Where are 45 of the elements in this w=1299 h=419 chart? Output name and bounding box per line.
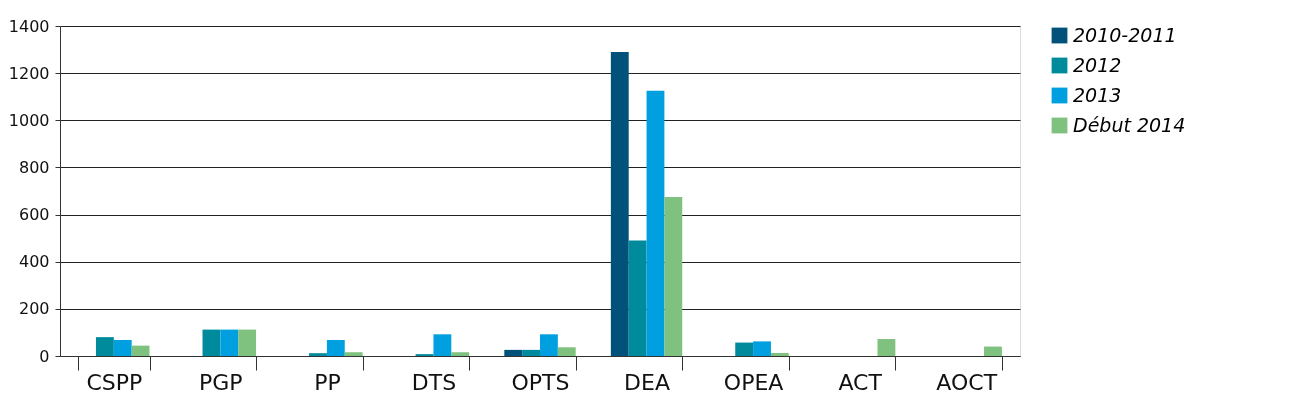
legend-label: 2012 — [1073, 53, 1122, 76]
bar — [610, 51, 629, 356]
bar — [238, 329, 257, 356]
bar — [628, 240, 647, 356]
bar — [433, 334, 452, 356]
bar — [113, 339, 132, 356]
x-tick-label: DEA — [624, 369, 670, 395]
y-tick-label: 800 — [18, 157, 50, 177]
bar — [522, 349, 540, 356]
bar — [770, 352, 789, 356]
bar — [984, 346, 1002, 356]
x-tick-label: DTS — [411, 369, 457, 395]
bar — [202, 329, 221, 356]
x-tick-label: PGP — [199, 369, 243, 395]
bar — [664, 196, 683, 356]
bar — [735, 342, 754, 356]
bar — [451, 352, 470, 356]
legend-label: 2013 — [1073, 83, 1122, 106]
legend-label: 2010-2011 — [1073, 23, 1177, 46]
bar — [344, 352, 363, 356]
y-tick-label: 1000 — [8, 110, 50, 130]
bar — [504, 349, 523, 356]
y-tick-label: 0 — [39, 346, 50, 366]
x-tick-label: PP — [314, 369, 341, 395]
x-tick-label: ACT — [838, 369, 883, 395]
y-tick-label: 1400 — [8, 16, 50, 36]
y-tick-label: 600 — [18, 205, 50, 225]
x-tick-label: CSPP — [86, 369, 143, 395]
x-tick-label: AOCT — [936, 369, 998, 395]
bar — [753, 341, 771, 356]
bar — [131, 345, 150, 356]
bar — [95, 337, 114, 356]
y-tick-label: 1200 — [8, 63, 50, 83]
legend-label: Début 2014 — [1073, 113, 1186, 136]
bar — [557, 347, 576, 356]
bar — [326, 339, 345, 356]
y-tick-label: 200 — [18, 299, 50, 319]
bar — [309, 353, 327, 356]
bar — [220, 329, 239, 356]
x-tick-label: OPTS — [511, 369, 570, 395]
bar — [540, 334, 558, 356]
bar — [646, 90, 665, 356]
y-tick-label: 400 — [18, 252, 50, 272]
x-tick-label: OPEA — [723, 369, 784, 395]
bar — [877, 339, 896, 356]
